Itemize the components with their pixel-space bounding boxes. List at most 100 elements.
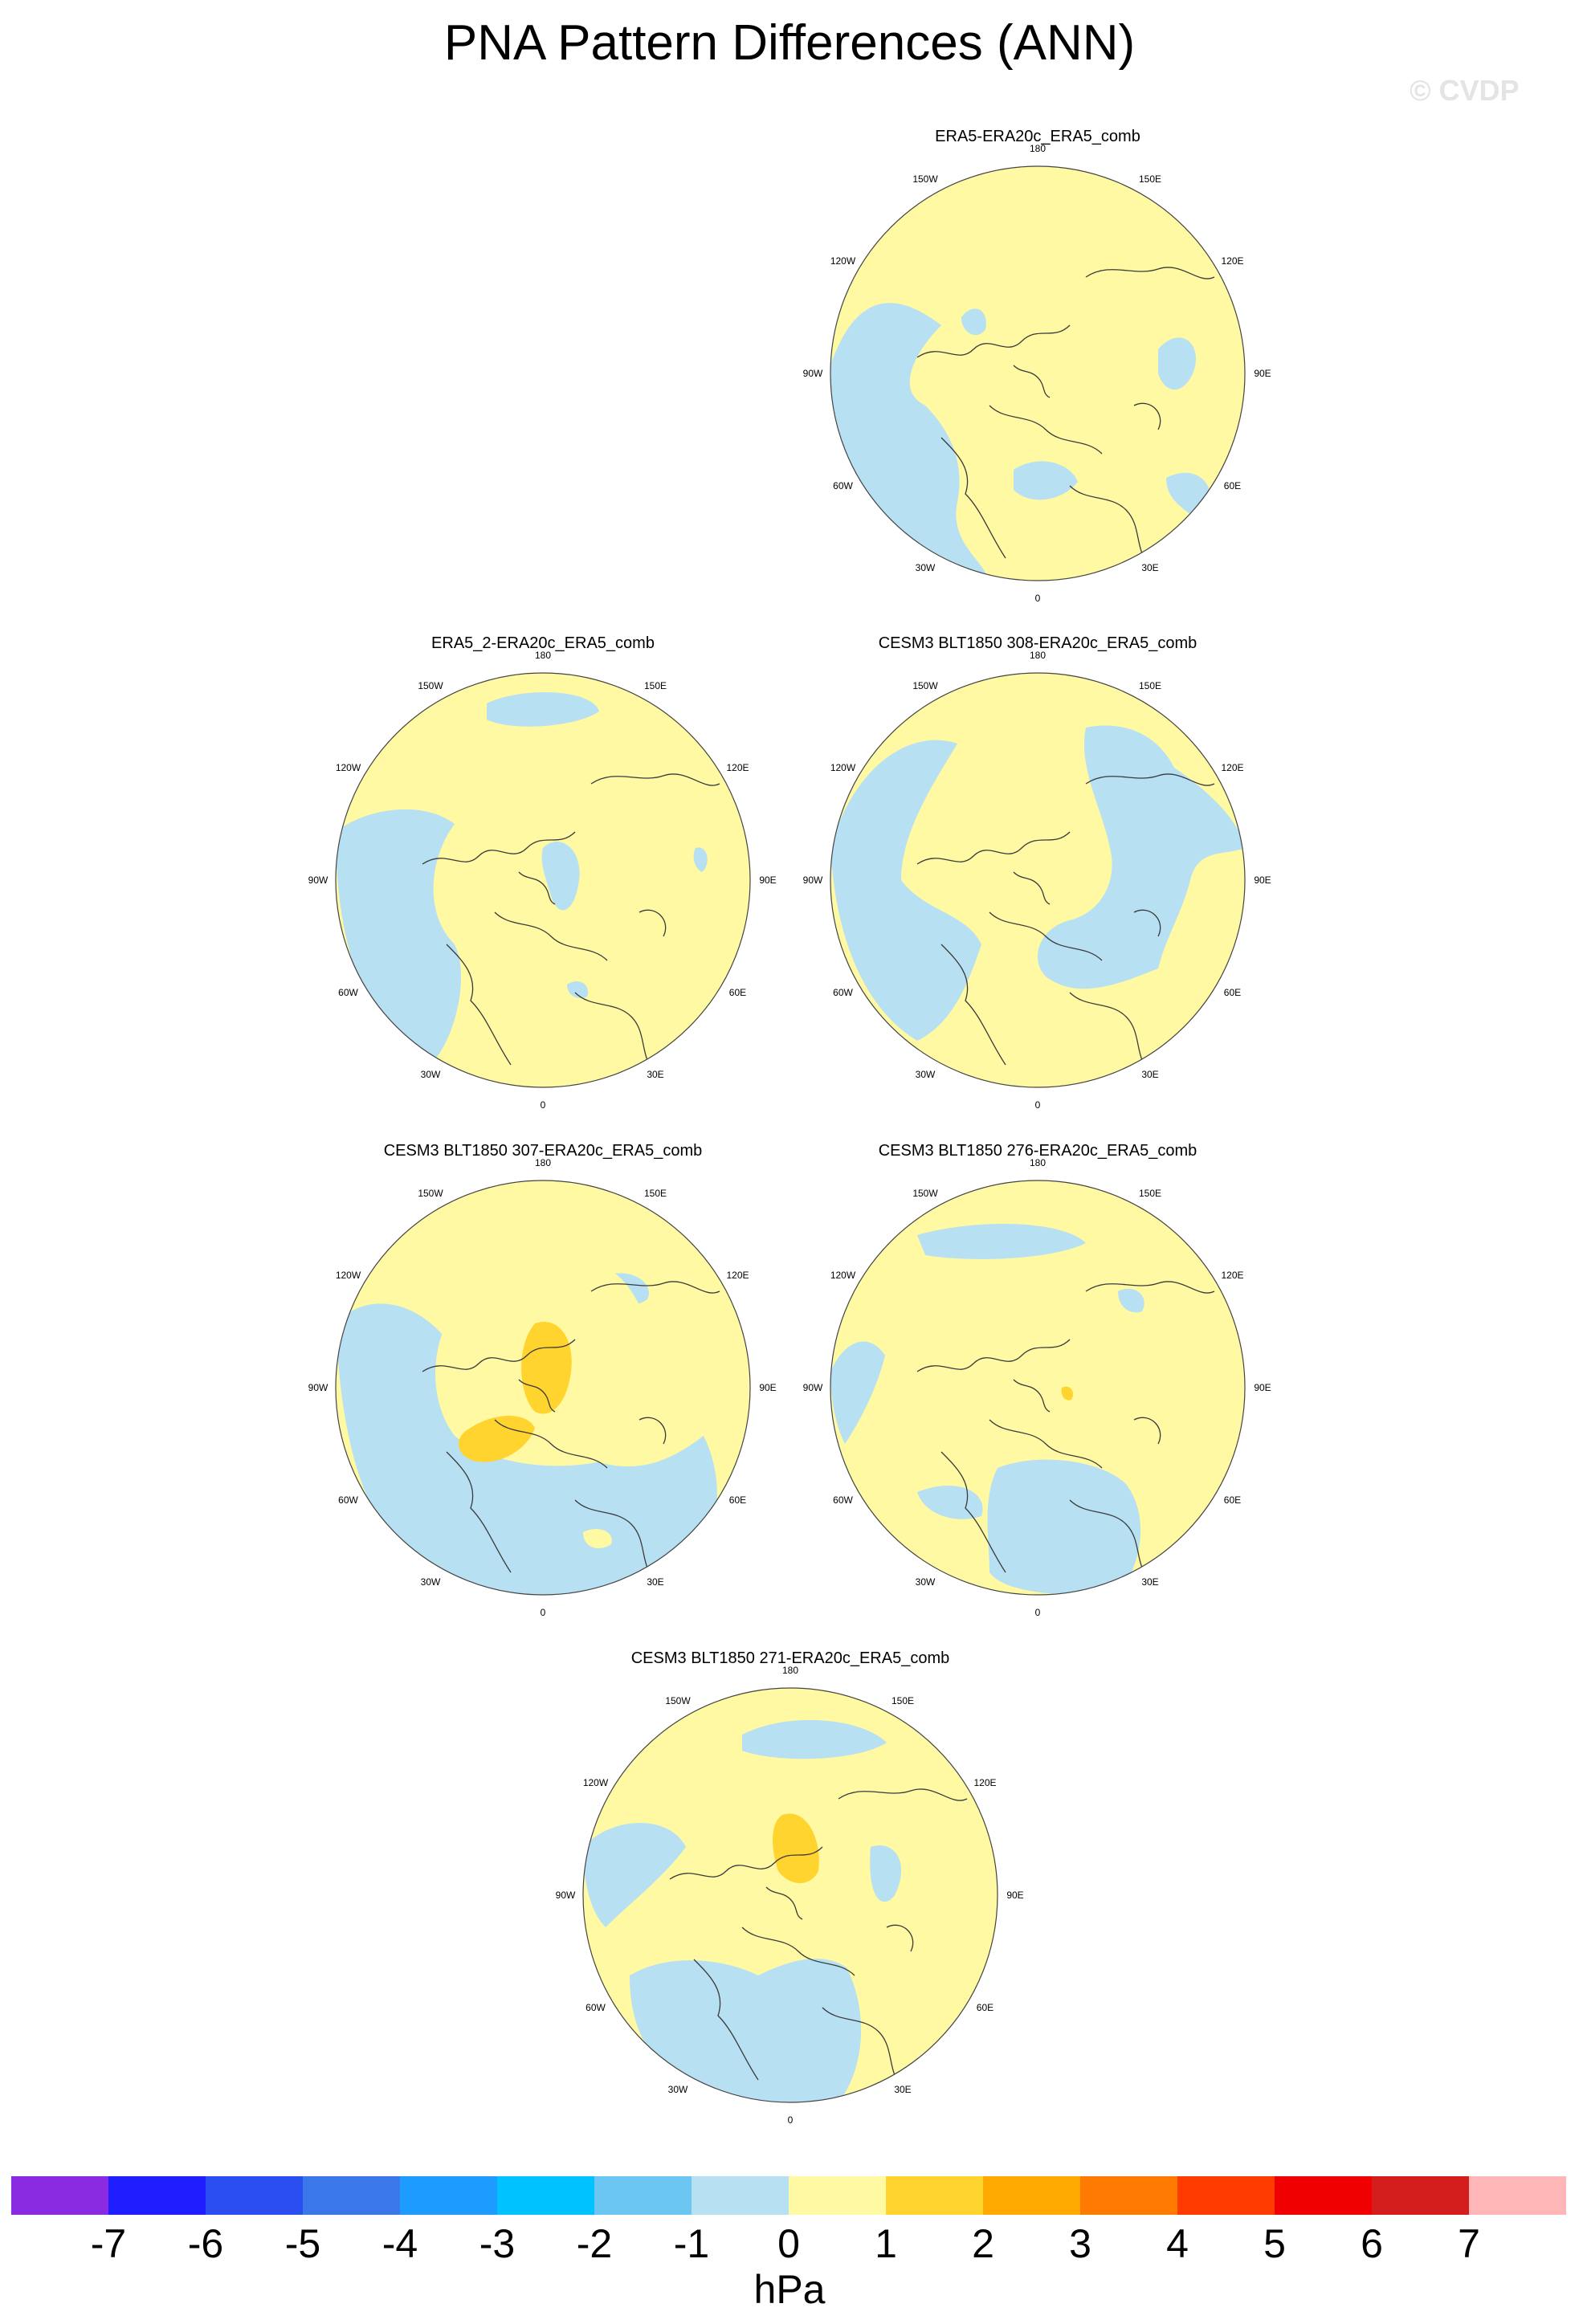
colorbar-swatch (886, 2176, 983, 2215)
longitude-label: 30E (894, 2084, 912, 2096)
negative-anomaly-region (917, 1224, 1086, 1259)
longitude-label: 30E (1141, 1069, 1159, 1081)
longitude-label: 180 (781, 1665, 799, 1676)
colorbar-swatch (1469, 2176, 1566, 2215)
positive-anomaly-region (583, 1528, 612, 1548)
longitude-label: 60W (833, 987, 853, 998)
coastline (822, 2007, 904, 2089)
longitude-label: 90E (759, 875, 777, 886)
longitude-label: 30W (667, 2084, 688, 2096)
longitude-label: 30W (915, 1576, 936, 1588)
map-boundary (335, 1180, 751, 1596)
coastline (916, 831, 1071, 865)
longitude-label: 150W (665, 1694, 691, 1706)
coastline (494, 911, 608, 961)
longitude-label: 30E (647, 1069, 664, 1081)
longitude-label: 0 (787, 2114, 794, 2126)
coastline (1069, 485, 1151, 567)
coastline (1069, 1499, 1151, 1581)
longitude-label: 120E (973, 1777, 997, 1788)
coastline (422, 831, 576, 865)
longitude-label: 150W (912, 173, 938, 185)
colorbar-swatch (789, 2176, 886, 2215)
coastline (494, 1419, 608, 1469)
coastline (1013, 871, 1051, 905)
longitude-label: 60E (1223, 987, 1242, 998)
longitude-label: 0 (1034, 593, 1041, 604)
colorbar-tick-label: 1 (875, 2221, 897, 2266)
longitude-label: 120W (335, 762, 361, 773)
panel-title-era5-2: ERA5_2-ERA20c_ERA5_comb (431, 634, 655, 652)
colorbar-tick-label: -4 (381, 2221, 418, 2266)
colorbar-unit-label: hPa (753, 2267, 826, 2312)
longitude-label: 120E (726, 762, 749, 773)
longitude-label: 30W (420, 1069, 441, 1081)
coastline (639, 1417, 667, 1445)
colorbar-swatch (1372, 2176, 1469, 2215)
polar-map-era5 (830, 165, 1246, 581)
strong-positive-anomaly-region (773, 1813, 819, 1883)
polar-map-cesm-271 (582, 1687, 998, 2103)
colorbar-swatch (108, 2176, 206, 2215)
colorbar-swatch (11, 2176, 108, 2215)
coastline (741, 1926, 855, 1976)
colorbar-tick-label: -3 (479, 2221, 516, 2266)
coastline (1085, 1281, 1215, 1294)
map-boundary (335, 672, 751, 1088)
coastline (639, 909, 667, 937)
negative-anomaly-region (567, 981, 588, 998)
longitude-label: 30E (1141, 562, 1159, 574)
longitude-label: 60E (1223, 480, 1242, 491)
negative-anomaly-region (917, 1485, 983, 1519)
longitude-label: 90E (1254, 1382, 1271, 1393)
colorbar-tick-label: -7 (90, 2221, 127, 2266)
longitude-label: 60W (833, 480, 853, 491)
colorbar (11, 2176, 1566, 2215)
coastline (669, 1846, 823, 1880)
coastline (886, 1924, 914, 1952)
longitude-label: 30W (915, 562, 936, 574)
coastline (446, 1451, 512, 1573)
colorbar-swatch (1177, 2176, 1275, 2215)
longitude-label: 0 (1034, 1099, 1041, 1111)
colorbar-swatch (594, 2176, 692, 2215)
longitude-label: 120E (1221, 1270, 1244, 1281)
negative-anomaly-region (961, 308, 986, 336)
coastline (1133, 1417, 1161, 1445)
longitude-label: 90E (1254, 368, 1271, 379)
colorbar-tick-label: -2 (576, 2221, 613, 2266)
coastline (590, 1281, 720, 1294)
coastline (940, 944, 1006, 1066)
panel-title-cesm-271: CESM3 BLT1850 271-ERA20c_ERA5_comb (630, 1649, 950, 1667)
coastline (518, 1379, 556, 1413)
longitude-label: 150W (912, 679, 938, 691)
colorbar-tick-label: -5 (284, 2221, 321, 2266)
negative-anomaly-region (541, 842, 580, 911)
colorbar-swatch (400, 2176, 497, 2215)
longitude-label: 120W (582, 1777, 609, 1788)
longitude-label: 180 (534, 650, 552, 661)
coastline (1013, 1379, 1051, 1413)
colorbar-tick-label: 6 (1361, 2221, 1383, 2266)
longitude-label: 60E (1223, 1494, 1242, 1506)
longitude-label: 30E (1141, 1576, 1159, 1588)
negative-anomaly-region (693, 847, 708, 872)
negative-anomaly-region (583, 1823, 686, 1927)
longitude-label: 0 (1034, 1607, 1041, 1618)
colorbar-swatch (497, 2176, 594, 2215)
negative-anomaly-region (1118, 1288, 1144, 1313)
colorbar-swatch (1275, 2176, 1372, 2215)
polar-map-era5-2 (335, 672, 751, 1088)
coastline (1069, 992, 1151, 1074)
colorbar-tick-label: 5 (1263, 2221, 1286, 2266)
coastline (1133, 909, 1161, 937)
negative-anomaly-region (1014, 461, 1078, 500)
polar-map-cesm-307 (335, 1180, 751, 1596)
colorbar-tick-label: 4 (1166, 2221, 1189, 2266)
colorbar-tick-label: -6 (187, 2221, 224, 2266)
negative-anomaly-region (336, 809, 462, 1065)
longitude-label: 120W (830, 255, 856, 267)
panel-title-cesm-276: CESM3 BLT1850 276-ERA20c_ERA5_comb (878, 1142, 1198, 1160)
longitude-label: 150E (1138, 679, 1162, 691)
longitude-label: 180 (1029, 1157, 1047, 1168)
